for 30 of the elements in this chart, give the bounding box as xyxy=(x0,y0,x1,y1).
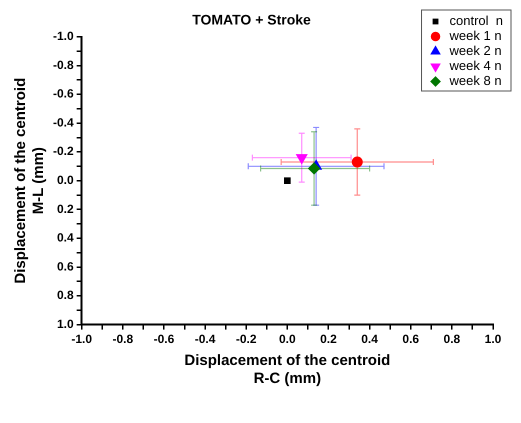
x-tick-label: -1.0 xyxy=(71,332,92,346)
x-tick-label: 0.2 xyxy=(320,332,338,346)
y-tick-label: 0.2 xyxy=(56,202,74,216)
x-tick-label: 0.6 xyxy=(402,332,420,346)
x-tick-label: -0.4 xyxy=(194,332,216,346)
x-axis-title: Displacement of the centroid R-C (mm) xyxy=(184,352,390,388)
y-tick-label: 0.4 xyxy=(56,230,74,245)
x-tick-label: -0.6 xyxy=(154,332,175,346)
y-tick-label: -0.8 xyxy=(52,58,74,72)
legend-label: week 2 n xyxy=(448,43,502,58)
x-tick-label: -0.8 xyxy=(112,332,134,346)
y-tick-label: -0.6 xyxy=(52,86,74,101)
x-tick-label: 0.0 xyxy=(278,332,296,346)
legend-label: control n xyxy=(450,13,504,28)
y-tick-label: -0.2 xyxy=(52,144,74,158)
x-tick-label: 0.8 xyxy=(444,332,461,346)
y-tick-label: -0.4 xyxy=(52,115,74,130)
legend-label: week 1 n xyxy=(448,28,502,44)
legend-label: week 4 n xyxy=(448,58,502,74)
legend-label: week 8 n xyxy=(448,73,502,88)
y-axis-title: Displacement of the centroid M-L (mm) xyxy=(12,78,48,284)
y-tick-label: 0.8 xyxy=(56,288,74,302)
y-tick-label: 0.0 xyxy=(56,173,74,188)
y-tick-label: 1.0 xyxy=(56,316,74,331)
y-tick-label: -1.0 xyxy=(52,29,74,44)
x-tick-label: -0.2 xyxy=(236,332,257,346)
y-tick-label: 0.6 xyxy=(56,259,74,274)
chart-title: TOMATO + Stroke xyxy=(192,11,312,28)
x-tick-label: 1.0 xyxy=(484,332,502,346)
x-tick-label: 0.4 xyxy=(361,332,378,346)
